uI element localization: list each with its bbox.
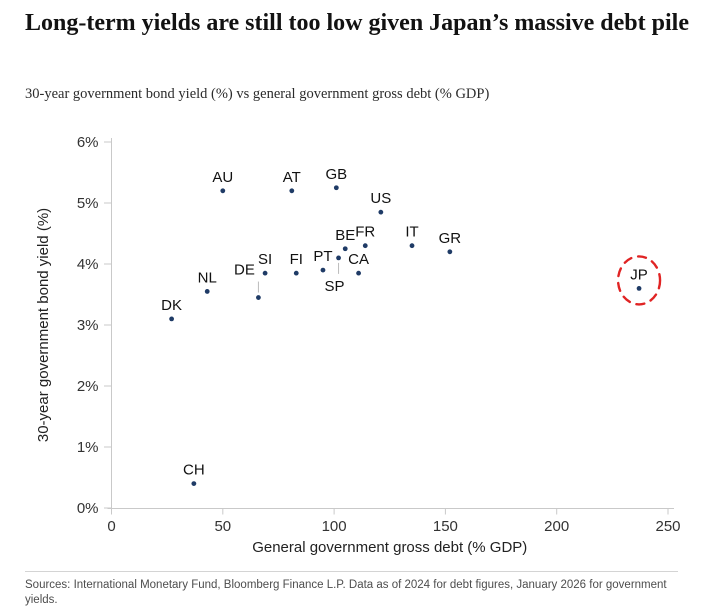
y-tick-label: 2%: [77, 378, 99, 395]
x-tick-label: 0: [107, 518, 115, 535]
x-tick-label: 150: [433, 518, 458, 535]
data-point-CA: [356, 270, 361, 276]
data-point-CH: [191, 481, 197, 486]
x-tick-label: 100: [322, 518, 347, 535]
x-tick-label: 250: [655, 518, 680, 535]
data-point-GR: [447, 249, 453, 255]
point-label-SI: SI: [258, 251, 272, 268]
data-point-JP: [636, 286, 642, 291]
chart-subtitle: 30-year government bond yield (%) vs gen…: [25, 86, 490, 102]
point-label-CH: CH: [183, 462, 205, 479]
y-tick-label: 3%: [77, 317, 99, 334]
x-tick-label: 200: [544, 518, 569, 535]
point-label-FR: FR: [355, 224, 375, 241]
chart-sources: Sources: International Monetary Fund, Bl…: [25, 571, 678, 608]
point-label-AT: AT: [283, 169, 301, 186]
y-tick-label: 6%: [77, 134, 99, 151]
point-label-GB: GB: [325, 166, 347, 183]
data-point-SI: [262, 270, 268, 276]
data-point-PT: [320, 267, 326, 273]
point-label-DE: DE: [234, 262, 255, 279]
y-tick-label: 0%: [77, 500, 99, 517]
y-tick-label: 1%: [77, 439, 99, 456]
data-point-AU: [220, 188, 226, 194]
data-point-FI: [293, 270, 299, 276]
data-point-IT: [409, 243, 415, 249]
point-label-DK: DK: [161, 297, 182, 314]
data-point-AT: [289, 188, 295, 194]
data-point-BE: [342, 246, 348, 252]
x-tick-label: 50: [214, 518, 231, 535]
data-point-SP: [336, 255, 341, 261]
point-label-CA: CA: [348, 251, 369, 268]
x-axis-title: General government gross debt (% GDP): [252, 539, 527, 556]
point-label-NL: NL: [198, 269, 217, 286]
y-tick-label: 4%: [77, 256, 99, 273]
data-point-NL: [204, 289, 210, 294]
data-point-FR: [362, 243, 368, 249]
point-label-BE: BE: [335, 227, 355, 244]
data-point-US: [378, 209, 384, 215]
point-label-GR: GR: [439, 230, 462, 247]
point-label-US: US: [370, 190, 391, 207]
data-point-GB: [333, 185, 339, 191]
data-point-DE: [256, 295, 261, 300]
point-label-IT: IT: [405, 224, 418, 241]
point-label-PT: PT: [313, 248, 332, 265]
point-label-JP: JP: [630, 266, 648, 283]
point-label-AU: AU: [212, 169, 233, 186]
data-point-DK: [169, 316, 175, 322]
y-axis-title: 30-year government bond yield (%): [35, 208, 52, 442]
y-tick-label: 5%: [77, 195, 99, 212]
point-label-SP: SP: [325, 278, 345, 295]
page-title: Long-term yields are still too low given…: [25, 10, 689, 36]
jp-highlight-circle: [616, 255, 662, 306]
point-label-FI: FI: [290, 251, 303, 268]
